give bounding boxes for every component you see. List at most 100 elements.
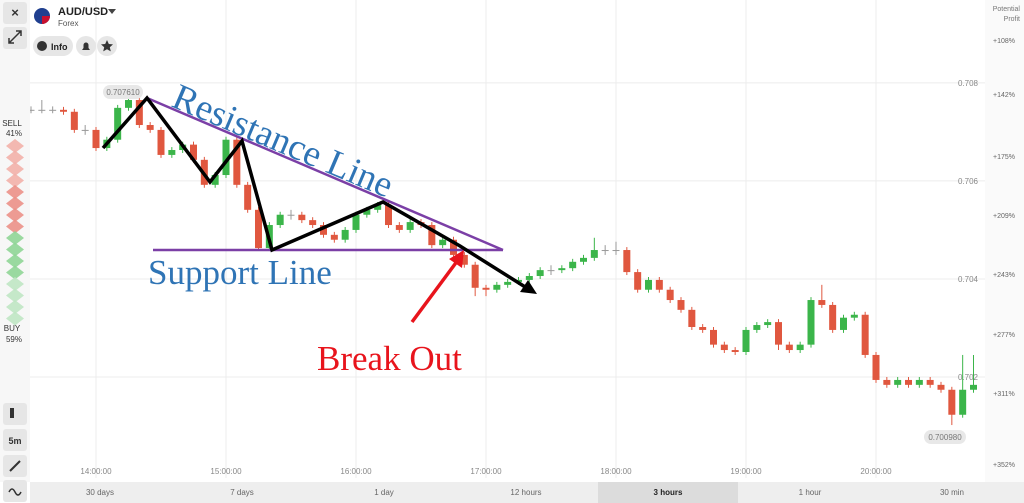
candle-body (525, 276, 533, 280)
candle-body (428, 225, 436, 246)
candle-body (634, 272, 642, 290)
candle-body (363, 209, 371, 215)
asset-name[interactable]: AUD/USD (58, 6, 108, 18)
candle-body (157, 129, 165, 155)
candle-body (655, 279, 663, 290)
profit-label: +209% (993, 213, 1015, 220)
candle-body (298, 214, 306, 221)
candle-body (211, 175, 219, 185)
y-tick-label: 0.708 (958, 79, 979, 88)
icon (37, 41, 47, 51)
candle-body (785, 344, 793, 351)
chart-type-button[interactable] (3, 403, 27, 425)
sentiment-cell (6, 219, 24, 234)
candle-body (222, 139, 230, 176)
candle-body (135, 100, 143, 126)
candle-body (926, 379, 934, 385)
profit-label: +277% (993, 332, 1015, 339)
profit-label: +108% (993, 38, 1015, 45)
candle-body (504, 281, 512, 285)
sentiment-cell (6, 185, 24, 199)
sentiment-cell (6, 196, 24, 211)
profit-label: +352% (993, 462, 1015, 469)
candle-body (536, 270, 544, 277)
candle-body (569, 261, 577, 269)
candle-body (330, 234, 338, 240)
timeframe-button[interactable]: 30 days (86, 488, 114, 497)
timeframe-button[interactable]: 7 days (230, 488, 254, 497)
sentiment-cell (6, 254, 24, 268)
sentiment-cell (6, 150, 24, 165)
dropdown-icon[interactable] (108, 9, 116, 14)
sentiment-cell (6, 208, 24, 222)
candle-body (114, 107, 122, 140)
profit-label: +142% (993, 92, 1015, 99)
grid: 0.708 0.706 0.704 0.702 14:00:00 15:00:00 16:0… (30, 0, 985, 478)
timeframe-button[interactable]: 30 min (940, 488, 964, 497)
close-icon: × (11, 5, 19, 20)
candle-body (27, 109, 35, 111)
candle-body (753, 325, 761, 330)
x-tick-label: 14:00:00 (80, 467, 112, 476)
low-price-label: 0.700980 (928, 433, 962, 442)
candle-body (38, 109, 46, 111)
timeframe-button[interactable]: 1 hour (799, 488, 822, 497)
candle-body (439, 239, 447, 246)
candle-body (645, 279, 652, 290)
annotation: Break Out (317, 339, 462, 378)
candle-body (720, 344, 728, 351)
icon (10, 408, 14, 418)
interval-button[interactable] (3, 429, 27, 451)
profit-label: +311% (993, 391, 1014, 398)
profit-label: +243% (993, 272, 1015, 279)
candle-body (287, 214, 295, 216)
candle-body (482, 287, 490, 290)
timeframe-selected (598, 482, 738, 503)
timeframe-button[interactable]: 3 hours (654, 488, 683, 497)
timeframe-button[interactable]: 1 day (374, 488, 394, 497)
icon (82, 42, 90, 50)
candle-body (320, 225, 327, 235)
candle-body (970, 384, 977, 390)
sentiment-cell (6, 139, 24, 153)
sentiment-cell (6, 242, 24, 257)
close-button[interactable] (3, 2, 27, 24)
timeframes: 30 days 7 days 1 day 12 hours 3 hours 1 hour 3… (86, 482, 964, 503)
candle-body (276, 214, 284, 226)
candle-body (92, 129, 100, 149)
candle-body (309, 220, 317, 226)
icon (8, 488, 22, 496)
candle-body (547, 270, 555, 272)
timeframe-button[interactable]: 12 hours (510, 488, 541, 497)
x-tick-label: 20:00:00 (860, 467, 892, 476)
market-name: Forex (58, 19, 78, 28)
candle-body (558, 268, 566, 271)
candle-body (699, 327, 707, 330)
sell-label: SELL (2, 119, 22, 128)
sentiment-cell (6, 265, 24, 280)
candle-body (861, 314, 869, 355)
candle-body (677, 300, 685, 310)
profit-axis (985, 0, 1024, 482)
candle-body (796, 344, 804, 351)
candle-body (49, 109, 57, 111)
candle-body (395, 225, 403, 230)
sentiment-cell (6, 162, 24, 176)
candle-body (850, 314, 858, 318)
candle-body (764, 322, 772, 326)
x-tick-label: 17:00:00 (470, 467, 502, 476)
price-path (101, 95, 531, 292)
resistance-line (146, 96, 504, 252)
candle-body (807, 300, 815, 345)
candle-body (493, 284, 501, 290)
candle-body (341, 229, 349, 240)
info-button[interactable] (33, 36, 73, 56)
y-tick-label: 0.702 (958, 373, 979, 382)
candle-body (590, 250, 598, 258)
candle-body (374, 204, 382, 210)
candle-body (146, 125, 154, 130)
profit-scale: +108% +142% +175% +209% +243% +277% +311% +352% (993, 38, 1015, 469)
candle-body (937, 384, 945, 390)
